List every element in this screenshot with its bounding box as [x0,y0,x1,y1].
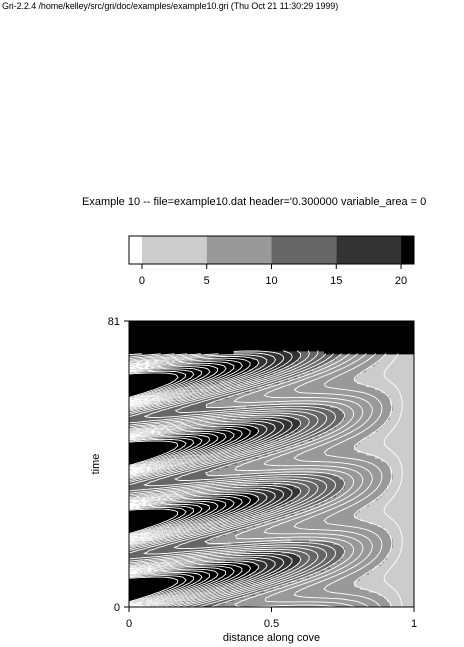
colorbar-tick-label: 20 [395,275,407,287]
colorbar-tick-label: 5 [204,275,210,287]
colorbar-swatch [142,236,207,264]
colorbar-swatch [207,236,272,264]
plot-area [129,321,415,608]
colorbar-swatch [336,236,401,264]
colorbar-swatch [272,236,337,264]
colorbar-tick-label: 15 [330,275,342,287]
colorbar-swatch [401,236,414,264]
colorbar: 0 5 10 15 20 [129,236,414,287]
colorbar-tick-label: 0 [139,275,145,287]
colorbar-swatch [129,236,142,264]
colorbar-tick-label: 10 [265,275,277,287]
